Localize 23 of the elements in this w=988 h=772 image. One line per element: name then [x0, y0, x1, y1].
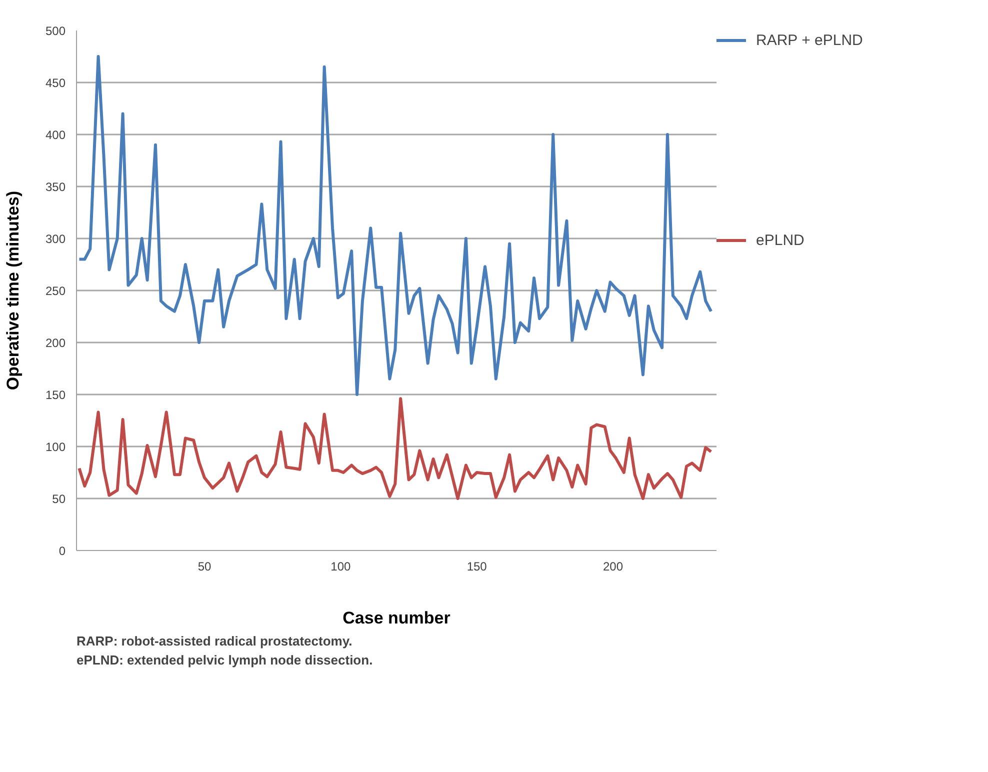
y-tick-label: 350	[45, 180, 66, 194]
x-axis-title: Case number	[342, 608, 451, 628]
y-tick-label: 150	[45, 388, 66, 402]
x-tick-label: 50	[198, 560, 212, 574]
x-tick-label: 200	[603, 560, 624, 574]
text: RARP: robot-assisted radical prostatectomy.	[76, 634, 352, 648]
x-tick-label: 150	[466, 560, 488, 574]
line-series	[78, 397, 713, 500]
y-tick-label: 50	[52, 492, 66, 506]
line-series	[78, 55, 713, 396]
text: ePLND: extended pelvic lymph node dissection.	[76, 652, 373, 668]
y-tick-label: 100	[45, 440, 66, 454]
y-axis-title: Operative time (minutes)	[3, 190, 22, 390]
y-tick-label: 250	[45, 284, 66, 298]
y-tick-label: 450	[45, 76, 66, 90]
y-tick-label: 200	[45, 336, 66, 350]
y-tick-label: 500	[45, 24, 66, 38]
legend-label: RARP + ePLND	[756, 32, 863, 48]
y-tick-label: 0	[58, 544, 66, 558]
legend-label: ePLND	[756, 232, 804, 248]
x-tick-label: 100	[330, 560, 352, 574]
y-tick-label: 400	[45, 128, 66, 142]
y-tick-label: 300	[45, 232, 66, 246]
